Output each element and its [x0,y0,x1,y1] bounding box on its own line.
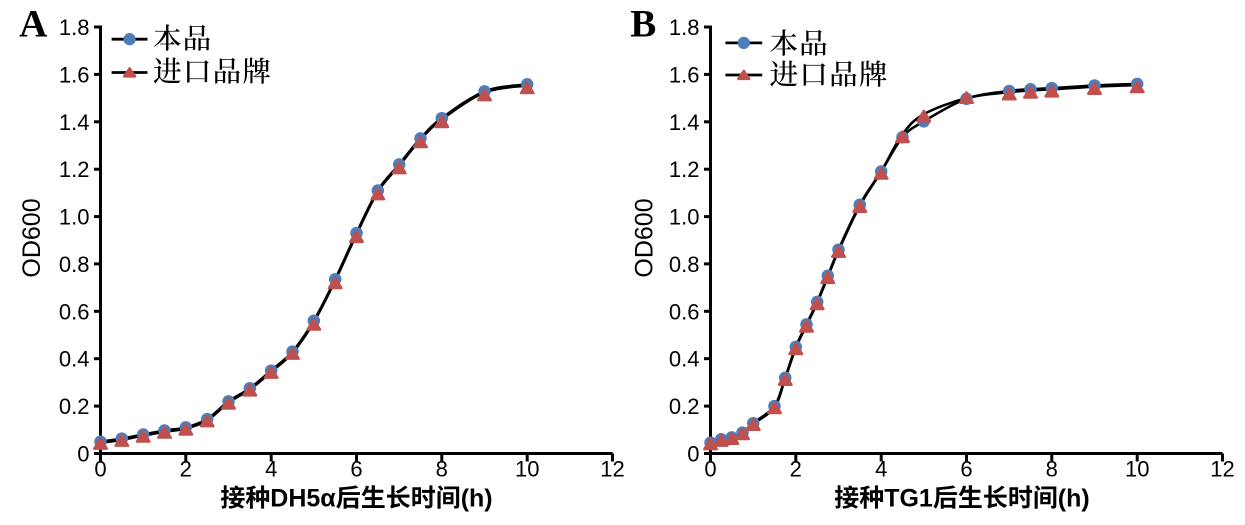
svg-text:8: 8 [436,457,448,482]
svg-text:12: 12 [1210,457,1234,482]
svg-text:6: 6 [350,457,362,482]
svg-text:(h): (h) [461,485,493,513]
svg-text:0.2: 0.2 [59,394,90,419]
svg-text:1.8: 1.8 [669,15,700,40]
svg-text:A: A [19,2,47,45]
svg-text:OD600: OD600 [630,198,658,277]
svg-text:0.8: 0.8 [59,252,90,277]
svg-text:OD600: OD600 [18,198,46,277]
svg-text:1.8: 1.8 [59,15,90,40]
svg-text:1.6: 1.6 [59,62,90,87]
svg-text:1.0: 1.0 [59,205,90,230]
svg-text:0: 0 [77,442,89,467]
svg-text:DH5α: DH5α [270,485,336,513]
svg-text:0.2: 0.2 [669,394,700,419]
svg-text:1.2: 1.2 [669,157,700,182]
svg-text:0: 0 [687,442,699,467]
svg-text:0.4: 0.4 [59,347,90,372]
svg-text:0: 0 [704,457,716,482]
svg-text:1.0: 1.0 [669,205,700,230]
svg-text:12: 12 [600,457,624,482]
svg-text:4: 4 [265,457,277,482]
svg-text:TG1: TG1 [884,485,933,513]
svg-text:0.4: 0.4 [669,347,700,372]
svg-text:2: 2 [790,457,802,482]
svg-text:1.2: 1.2 [59,157,90,182]
svg-text:0.6: 0.6 [669,299,700,324]
svg-text:2: 2 [180,457,192,482]
svg-text:10: 10 [515,457,539,482]
svg-text:4: 4 [875,457,887,482]
svg-text:0.6: 0.6 [59,299,90,324]
svg-text:0: 0 [94,457,106,482]
svg-text:1.6: 1.6 [669,62,700,87]
svg-text:8: 8 [1046,457,1058,482]
svg-text:(h): (h) [1058,485,1090,513]
svg-text:B: B [630,2,656,45]
svg-text:0.8: 0.8 [669,252,700,277]
svg-text:10: 10 [1125,457,1149,482]
svg-text:6: 6 [960,457,972,482]
svg-text:1.4: 1.4 [669,110,700,135]
svg-text:1.4: 1.4 [59,110,90,135]
